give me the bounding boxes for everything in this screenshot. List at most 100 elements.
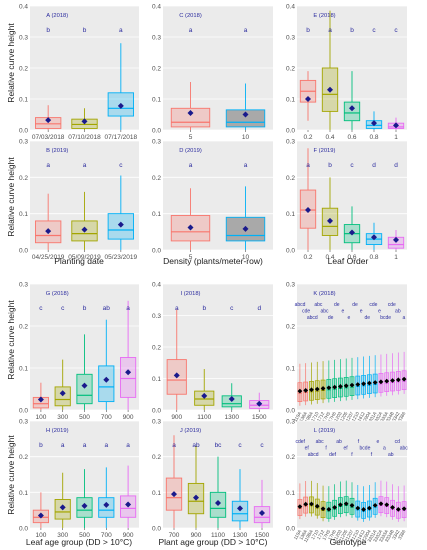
mean-marker [361, 507, 366, 512]
mean-marker [237, 505, 243, 512]
genotype-box: 3342 [391, 486, 401, 540]
panel-B: 0.0 0.1 0.2 0.3 B (2019) a 04/25/2019 a 05/09/20… [19, 139, 139, 261]
genotype-box: 21205 [338, 358, 349, 425]
panel-title: L (2019) [314, 428, 335, 434]
x-tick-label: 1500 [252, 414, 267, 421]
box-10: a 10 [225, 27, 266, 141]
significance-letter: c [119, 162, 123, 169]
significance-letter: e [360, 309, 363, 315]
mean-marker [338, 384, 343, 389]
mean-marker [349, 503, 355, 508]
genotype-box: 119BA [303, 480, 315, 543]
genotype-box: 119BA [303, 362, 314, 425]
y-tick-label: 0.3 [286, 139, 295, 146]
mean-marker [81, 382, 88, 389]
mean-marker [303, 388, 309, 393]
x-tick-label: 0.6 [347, 134, 356, 141]
x-tick-label: 119BA [303, 528, 315, 543]
box-900: a 900 [120, 442, 137, 539]
x-tick-label: 3334B [384, 529, 395, 543]
box-07/17/2018: a 07/17/2018 [105, 27, 138, 141]
x-tick-label: 21207 [344, 529, 355, 543]
mean-marker [81, 118, 88, 125]
mean-marker [309, 501, 314, 507]
mean-marker [332, 384, 338, 390]
y-tick-label: 0.2 [286, 66, 295, 73]
mean-marker [171, 491, 177, 498]
y-tick-label: 0.1 [152, 376, 161, 383]
significance-letter: a [383, 446, 386, 452]
box-1500: d 1500 [249, 305, 270, 421]
significance-letter: abc [316, 439, 325, 445]
significance-letter: ef [343, 446, 348, 452]
x-tick-label: 100 [35, 414, 46, 421]
box-1100: b 1100 [194, 305, 215, 421]
significance-letter: d [372, 162, 376, 169]
x-tick-label: 05/23/2019 [105, 254, 138, 261]
box-700: ab 700 [98, 305, 115, 421]
box-iqr [120, 357, 137, 398]
significance-letter: cd [395, 439, 401, 445]
x-tick-label: 0.4 [325, 134, 334, 141]
ylabel-row4: Relative curve height [6, 435, 16, 515]
box-1300: c 1300 [221, 305, 242, 421]
significance-letter: a [46, 162, 50, 169]
significance-letter: bcde [360, 446, 371, 452]
x-tick-label: 0.2 [303, 134, 312, 141]
panel-title: F (2019) [314, 148, 336, 154]
significance-letter: b [83, 305, 87, 312]
panel-title: H (2019) [46, 428, 69, 434]
mean-marker [355, 382, 361, 387]
box-10: a 10 [225, 162, 266, 261]
mean-marker [327, 217, 333, 224]
mean-marker [305, 207, 311, 214]
mean-marker [378, 501, 384, 507]
significance-letter: e [348, 315, 351, 321]
mean-marker [309, 387, 314, 393]
genotype-box: 3386 [397, 351, 407, 422]
box-0.2: b 0.2 [299, 27, 317, 141]
mean-marker [45, 117, 52, 124]
y-tick-label: 0.3 [19, 419, 28, 426]
x-tick-label: 21210 [349, 411, 360, 425]
mean-marker [297, 504, 303, 509]
mean-marker [256, 400, 263, 407]
mean-marker [384, 378, 390, 384]
box-iqr [343, 101, 361, 122]
mean-marker [366, 380, 372, 386]
mean-marker [103, 376, 110, 383]
mean-marker [59, 390, 66, 397]
x-tick-label: 700 [169, 532, 180, 539]
genotype-box: 22904 [361, 355, 372, 425]
box-0.8: c 0.8 [365, 27, 383, 141]
mean-marker [401, 506, 407, 512]
mean-marker [228, 395, 235, 402]
x-tick-label: 300 [57, 532, 68, 539]
significance-letter: b [350, 27, 354, 34]
mean-marker [125, 501, 132, 508]
x-tick-label: 0.8 [369, 254, 378, 261]
genotype-box: 3342 [391, 352, 401, 422]
y-tick-label: 0.4 [19, 4, 28, 11]
y-tick-label: 0.0 [286, 128, 295, 135]
significance-letter: de [352, 302, 358, 308]
y-tick-label: 0.3 [152, 313, 161, 320]
y-tick-label: 0.0 [19, 526, 28, 533]
y-tick-label: 0.2 [19, 324, 28, 331]
mean-marker [361, 381, 366, 387]
significance-letter: c [230, 305, 234, 312]
mean-marker [326, 385, 332, 391]
x-tick-label: 3333A [378, 410, 389, 425]
x-tick-label: 900 [123, 532, 134, 539]
x-tick-label: 04/25/2019 [32, 254, 65, 261]
x-tick-label: 119A [293, 410, 303, 422]
x-tick-label: 21210 [349, 529, 360, 543]
genotype-box: 22904 [361, 484, 372, 543]
x-tick-label: 3342 [391, 529, 401, 541]
mean-marker [103, 501, 110, 508]
y-tick-label: 0.2 [19, 454, 28, 461]
box-07/03/2018: b 07/03/2018 [32, 27, 65, 141]
y-tick-label: 0.4 [152, 4, 161, 11]
x-tick-label: 0.4 [325, 254, 334, 261]
